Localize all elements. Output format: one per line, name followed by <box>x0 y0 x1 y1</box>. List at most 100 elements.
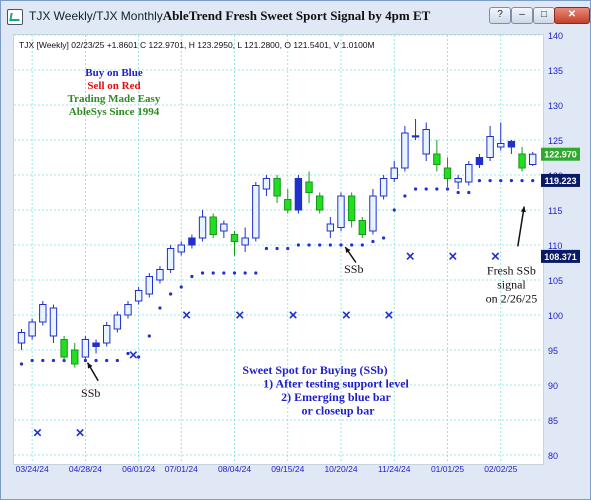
stop-dot <box>403 194 407 198</box>
candle-body <box>443 167 452 179</box>
candle-body <box>369 195 377 232</box>
candle-body <box>507 140 516 148</box>
title-bar[interactable]: TJX Weekly/TJX Monthly AbleTrend Fresh S… <box>1 1 590 31</box>
candle-body <box>209 216 217 235</box>
stop-dot <box>137 355 141 359</box>
y-tick-label: 125 <box>548 136 563 146</box>
annotation-arrow <box>517 206 525 247</box>
x-tick-label: 03/24/24 <box>16 464 49 474</box>
price-label-box <box>541 173 580 187</box>
arrow-head <box>87 362 93 369</box>
candle-body <box>454 178 462 183</box>
signal-markers <box>33 252 500 437</box>
candle-body <box>465 164 473 183</box>
y-tick-label: 85 <box>548 416 558 426</box>
candle-body <box>241 237 249 246</box>
minimize-button[interactable]: – <box>511 7 533 24</box>
stop-dot <box>41 358 45 363</box>
chart-title: AbleTrend Fresh Sweet Sport Signal by 4p… <box>162 8 431 23</box>
candle-body <box>486 136 494 158</box>
x-marker <box>289 311 297 319</box>
trailing-stop-dots <box>19 179 535 366</box>
x-tick-label: 01/01/25 <box>431 464 464 474</box>
candle-body <box>529 153 537 166</box>
stop-dot <box>232 271 237 275</box>
legend-text: Sell on Red <box>87 80 140 92</box>
candle-body <box>17 332 26 344</box>
annotation-text: SSb <box>344 262 363 276</box>
y-tick-label: 105 <box>548 276 563 286</box>
stop-dot <box>392 208 396 212</box>
candle-body <box>518 153 526 169</box>
candle-body <box>220 223 228 232</box>
candle-body <box>497 143 505 148</box>
x-marker <box>33 428 42 437</box>
stop-dot <box>382 236 386 240</box>
stop-dot <box>158 306 162 310</box>
candle-body <box>401 132 409 169</box>
help-button[interactable]: ? <box>489 7 511 24</box>
candle-body <box>71 349 79 365</box>
candle-body <box>81 339 90 358</box>
candle-body <box>337 195 345 228</box>
candle-body <box>156 269 164 281</box>
stop-dot <box>19 362 24 366</box>
x-marker <box>449 252 457 260</box>
stop-dot <box>509 179 513 183</box>
candle-body <box>28 321 36 337</box>
stop-dot <box>467 190 471 195</box>
x-marker <box>385 311 393 319</box>
price-label: 119.223 <box>544 176 576 186</box>
candle-body <box>273 178 281 197</box>
candle-body <box>177 244 185 253</box>
x-tick-label: 06/01/24 <box>122 464 155 474</box>
candle-body <box>475 157 484 165</box>
annotation-text: Fresh SSb <box>487 263 536 277</box>
candle-body <box>316 195 324 211</box>
candle-body <box>113 314 122 330</box>
stop-dot <box>520 179 524 183</box>
candle-body <box>252 185 260 239</box>
candle-body <box>103 325 111 344</box>
legend-text: Buy on Blue <box>85 67 143 79</box>
legend-text: Trading Made Easy <box>68 93 161 105</box>
stop-dot <box>115 358 119 363</box>
y-tick-label: 80 <box>548 451 558 461</box>
candle-body <box>379 178 388 197</box>
x-marker <box>236 311 244 319</box>
stop-dot <box>190 274 194 279</box>
x-marker <box>406 252 414 260</box>
stop-dot <box>318 243 322 247</box>
stop-dot <box>488 179 492 183</box>
app-icon <box>7 9 23 25</box>
candle-body <box>39 304 47 323</box>
candle-body <box>411 135 420 138</box>
x-tick-label: 04/28/24 <box>69 464 102 474</box>
y-tick-label: 135 <box>548 66 563 76</box>
candle-body <box>145 276 154 295</box>
legend-text: AbleSys Since 1994 <box>69 106 160 118</box>
x-marker <box>342 311 351 319</box>
arrow-head <box>520 206 526 213</box>
close-button[interactable]: ✕ <box>554 7 590 24</box>
stop-dot <box>328 243 332 247</box>
stop-dot <box>243 271 247 275</box>
stop-dot <box>477 179 482 183</box>
explanation-line: 2) Emerging blue bar <box>281 390 391 404</box>
y-tick-label: 130 <box>548 101 563 111</box>
window-title: TJX Weekly/TJX Monthly <box>29 9 163 23</box>
plot-area[interactable] <box>13 34 544 465</box>
x-marker <box>491 252 500 260</box>
stop-dot <box>264 246 269 251</box>
y-tick-label: 95 <box>548 346 558 356</box>
stop-dot <box>94 358 98 363</box>
x-tick-label: 02/02/25 <box>484 464 517 474</box>
candle-body <box>326 223 335 232</box>
stop-dot <box>424 187 428 191</box>
x-marker <box>182 311 191 319</box>
stop-dot <box>360 243 364 247</box>
candle-body <box>92 342 100 347</box>
stop-dot <box>339 243 343 247</box>
y-tick-label: 100 <box>548 311 563 321</box>
stop-dot <box>456 190 460 195</box>
